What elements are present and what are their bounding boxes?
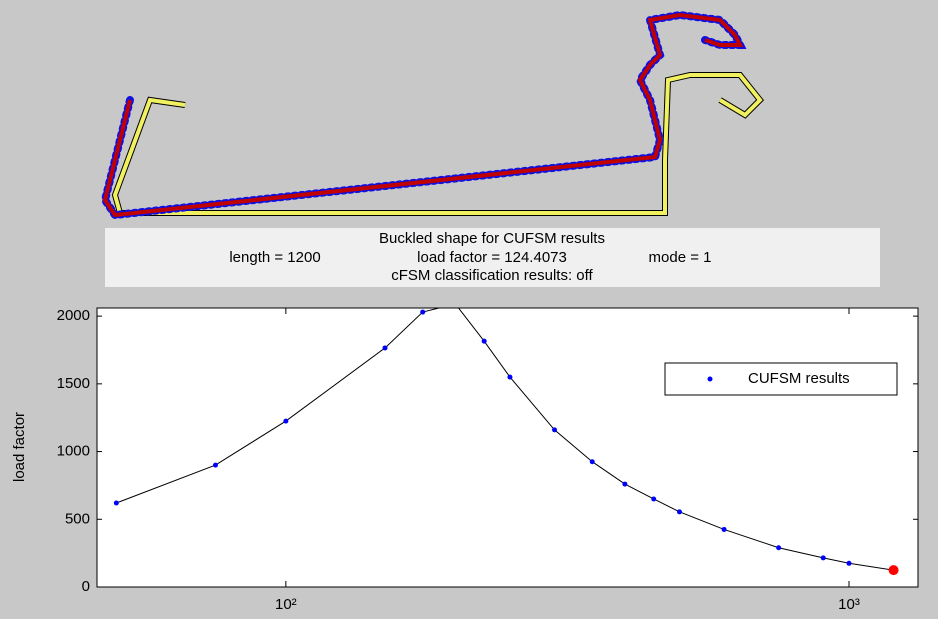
data-point xyxy=(820,555,826,561)
data-line xyxy=(116,308,894,571)
info-mode: mode = 1 xyxy=(649,249,712,266)
y-tick-label: 1000 xyxy=(57,443,90,460)
y-tick-label: 500 xyxy=(65,510,90,527)
data-point xyxy=(283,418,289,424)
legend-label: CUFSM results xyxy=(748,370,850,387)
data-point xyxy=(382,345,388,351)
plot-area xyxy=(96,307,919,588)
legend-box xyxy=(664,362,898,396)
y-tick-label: 2000 xyxy=(57,307,90,324)
data-point xyxy=(113,500,119,506)
data-point xyxy=(453,301,458,306)
data-point xyxy=(676,509,682,515)
node-dots xyxy=(100,10,747,220)
highlight-point xyxy=(888,565,899,576)
y-tick-label: 0 xyxy=(82,578,90,595)
data-point xyxy=(776,545,782,551)
data-point xyxy=(846,560,852,566)
x-tick-label: 10² xyxy=(275,596,297,613)
data-point xyxy=(420,309,426,315)
info-length: length = 1200 xyxy=(229,249,320,266)
data-point xyxy=(507,374,513,380)
info-classification: cFSM classification results: off xyxy=(391,267,593,284)
data-point xyxy=(589,459,595,465)
data-point xyxy=(552,427,558,433)
undeformed-shape xyxy=(112,73,763,215)
data-point xyxy=(721,526,727,532)
info-load-factor: load factor = 124.4073 xyxy=(417,249,567,266)
y-tick-label: 1500 xyxy=(57,375,90,392)
data-point xyxy=(212,462,218,468)
buckled-shape xyxy=(100,10,765,220)
legend-marker xyxy=(707,376,713,382)
info-box xyxy=(105,228,880,287)
y-axis-label: load factor xyxy=(11,412,28,482)
data-point xyxy=(481,338,487,344)
deformed-shape xyxy=(102,12,744,218)
data-point xyxy=(622,481,628,487)
data-point xyxy=(651,496,657,502)
info-title: Buckled shape for CUFSM results xyxy=(379,230,605,247)
x-tick-label: 10³ xyxy=(838,596,860,613)
